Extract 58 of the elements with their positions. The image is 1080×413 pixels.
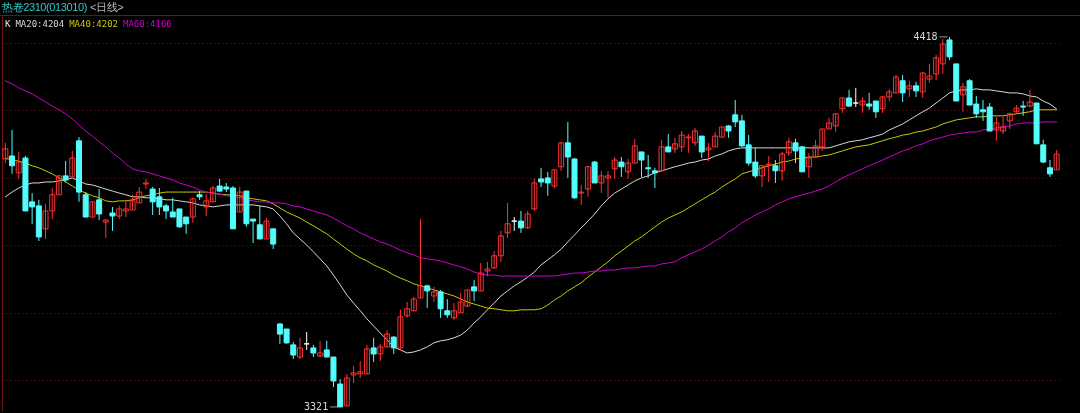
candlestick: [142, 178, 149, 190]
text: MA60:4166: [122, 19, 172, 29]
candlestick: [317, 340, 324, 358]
candlestick: [263, 217, 270, 240]
candlestick: [102, 218, 109, 239]
candlestick: [959, 82, 966, 113]
chart-title: 热卷2310(013010): [2, 1, 87, 13]
candlestick: [658, 139, 665, 172]
candlestick: [109, 206, 116, 232]
candlestick: [256, 205, 263, 240]
candlestick: [645, 154, 652, 179]
candlestick: [564, 121, 571, 179]
text: MA40:4202: [69, 19, 118, 29]
candlestick: [1026, 89, 1033, 108]
annotation: 4418: [913, 30, 938, 42]
candlestick: [517, 210, 524, 234]
candlestick: [698, 135, 705, 159]
candlestick: [772, 159, 779, 184]
candlestick: [591, 160, 598, 184]
candlestick: [477, 262, 484, 292]
candlestick: [236, 186, 243, 213]
candlestick: [618, 156, 625, 178]
candlestick: [430, 286, 437, 303]
candlestick: [82, 191, 89, 218]
candlestick: [444, 298, 451, 319]
candlestick: [611, 156, 618, 180]
candlestick: [852, 87, 859, 108]
candlestick: [96, 188, 103, 221]
candlestick: [69, 150, 76, 178]
candlestick: [504, 202, 511, 239]
candlestick: [343, 373, 350, 407]
candlestick: [584, 165, 591, 198]
candlestick: [578, 184, 585, 206]
chart-subtitle: <日线>: [89, 1, 124, 13]
candlestick: [1046, 159, 1053, 178]
candlestick: [651, 167, 658, 189]
candlestick: [189, 197, 196, 224]
candlestick: [946, 36, 953, 61]
candlestick: [2, 142, 9, 164]
candlestick: [638, 151, 645, 178]
candlestick: [15, 151, 22, 180]
candlestick: [913, 81, 920, 98]
legend-title: K: [5, 19, 11, 29]
candlestick: [437, 289, 444, 319]
candlestick: [296, 337, 303, 360]
annotation: 3321: [304, 400, 329, 412]
text: MA20:4204: [15, 19, 65, 29]
candlestick: [899, 74, 906, 103]
candlestick: [1053, 149, 1060, 171]
candlestick: [270, 228, 277, 250]
candlestick: [370, 337, 377, 363]
candlestick: [9, 129, 16, 175]
candlestick: [62, 160, 69, 183]
candlestick: [337, 378, 344, 408]
candlestick: [471, 279, 478, 302]
candlestick: [558, 141, 565, 172]
candlestick: [531, 178, 538, 212]
candlestick: [551, 169, 558, 189]
